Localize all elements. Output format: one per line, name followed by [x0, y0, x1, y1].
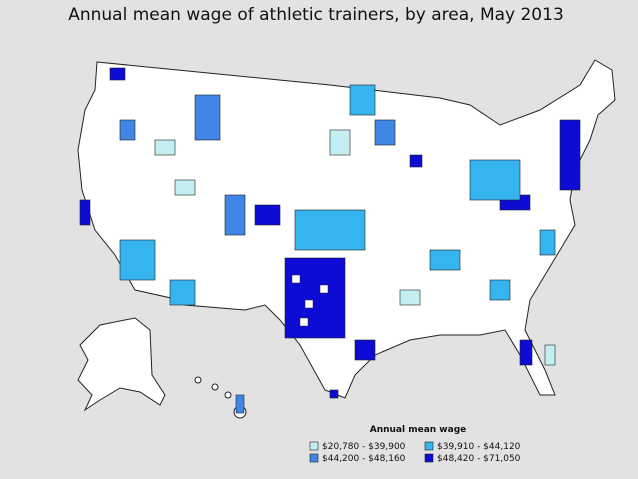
legend-swatch: [424, 453, 434, 463]
legend-swatch: [309, 453, 319, 463]
wage-area: [294, 209, 366, 251]
white-area: [319, 284, 329, 294]
legend-label: $20,780 - $39,900: [322, 442, 406, 452]
wage-area: [329, 129, 351, 156]
wage-area: [119, 119, 136, 141]
wage-area: [539, 229, 556, 256]
wage-area: [399, 289, 421, 306]
wage-area: [119, 239, 156, 281]
legend-swatch: [309, 441, 319, 451]
wage-areas: [79, 67, 581, 414]
wage-area: [154, 139, 176, 156]
wage-area: [374, 119, 396, 146]
wage-area: [489, 279, 511, 301]
alaska: [77, 317, 166, 412]
wage-area: [194, 94, 221, 141]
hawaii-island: [224, 391, 232, 399]
legend-title: Annual mean wage: [370, 425, 467, 435]
white-area: [304, 299, 314, 309]
hawaii-island: [211, 383, 219, 391]
legend-label: $44,200 - $48,160: [322, 454, 406, 464]
wage-area: [349, 84, 376, 116]
wage-area: [429, 249, 461, 271]
wage-area: [354, 339, 376, 361]
wage-area: [559, 119, 581, 191]
wage-area: [409, 154, 423, 168]
legend-label: $39,910 - $44,120: [437, 442, 521, 452]
white-area: [299, 317, 309, 327]
wage-area: [169, 279, 196, 306]
wage-area: [519, 339, 533, 366]
wage-area: [329, 389, 339, 399]
wage-area: [544, 344, 556, 366]
wage-area: [174, 179, 196, 196]
wage-area: [254, 204, 281, 226]
wage-area: [469, 159, 521, 201]
wage-area: [224, 194, 246, 236]
wage-area: [284, 257, 346, 339]
wage-area: [109, 67, 126, 81]
map-title: Annual mean wage of athletic trainers, b…: [68, 5, 564, 25]
hawaii-island: [194, 376, 202, 384]
white-area: [291, 274, 301, 284]
legend-label: $48,420 - $71,050: [437, 454, 521, 464]
wage-area: [79, 199, 91, 226]
wage-area: [235, 394, 245, 414]
legend: Annual mean wage $20,780 - $39,900 $44,20…: [309, 425, 521, 464]
legend-swatch: [424, 441, 434, 451]
